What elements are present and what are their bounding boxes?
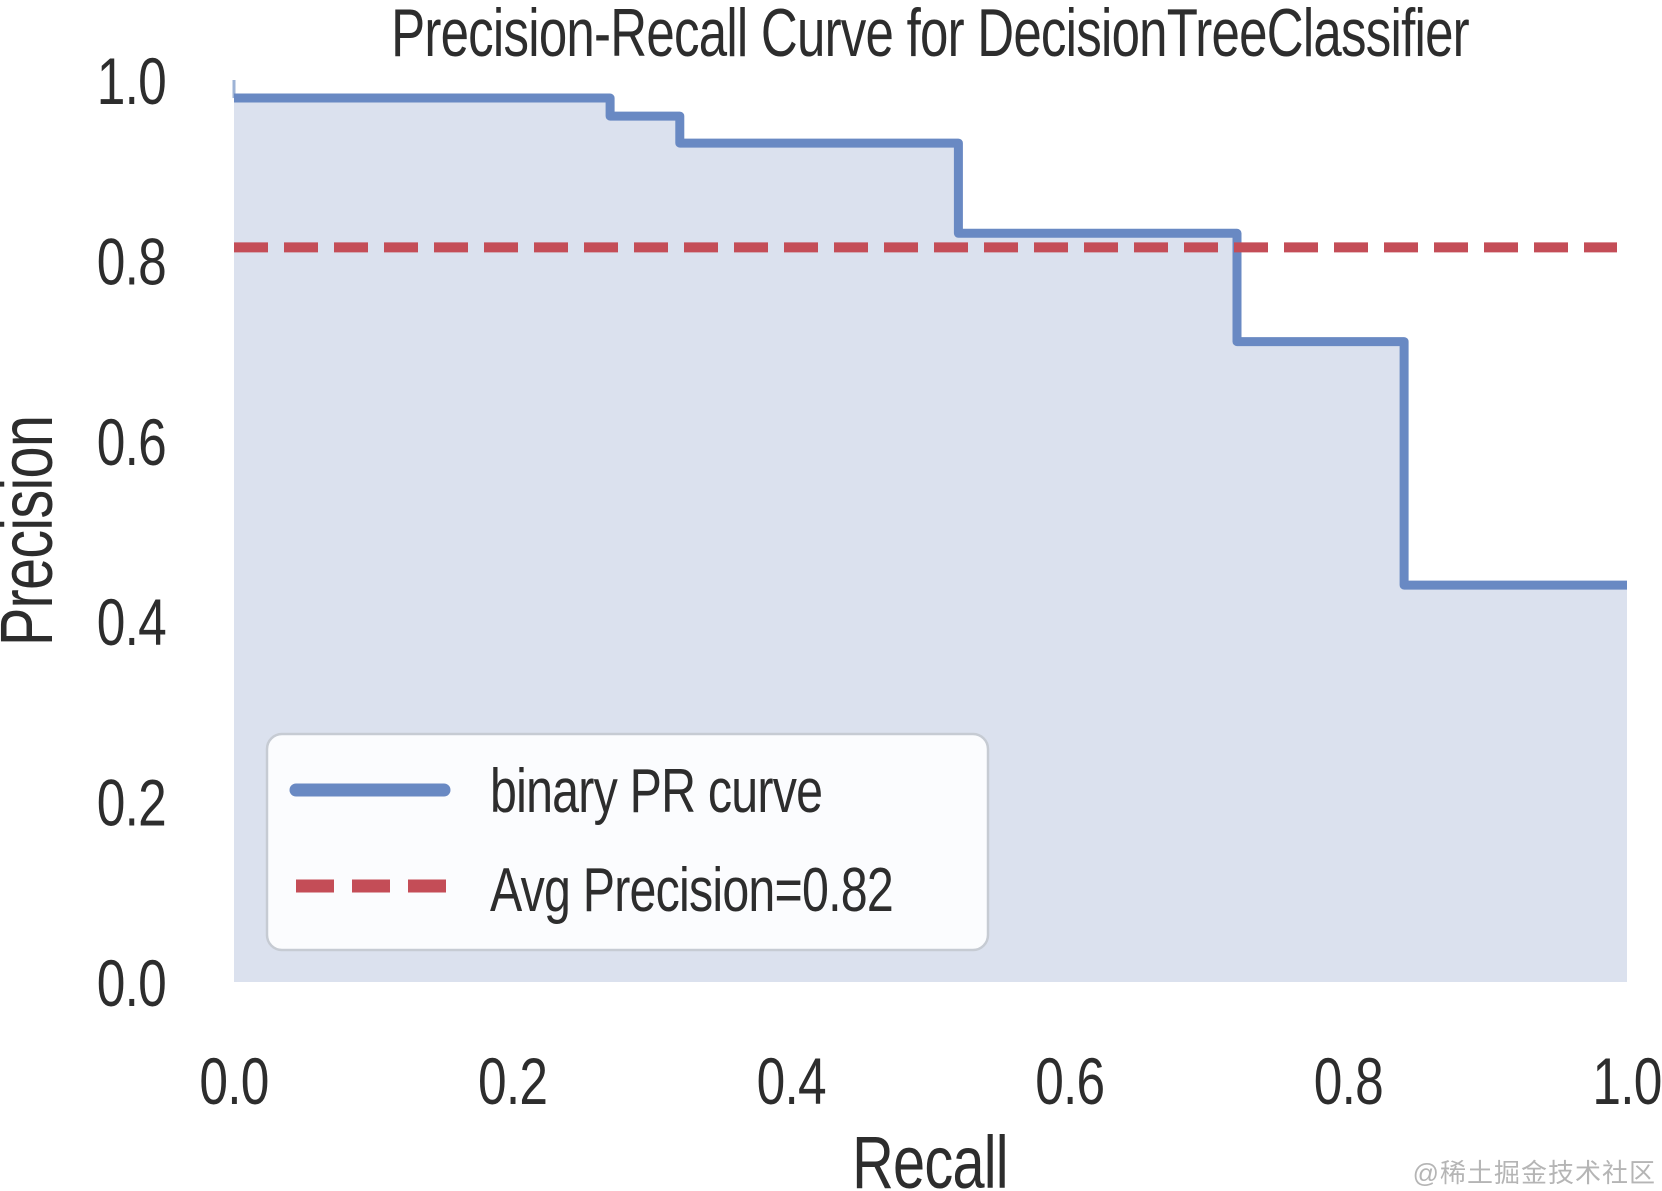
y-tick-label: 0.2 bbox=[97, 765, 166, 840]
x-tick-label: 0.8 bbox=[1314, 1044, 1383, 1119]
y-axis-label: Precision bbox=[0, 416, 69, 646]
x-tick-label: 0.6 bbox=[1035, 1044, 1104, 1119]
y-axis-ticks: 0.0 0.2 0.4 0.6 0.8 1.0 bbox=[97, 44, 167, 1021]
chart-title: Precision-Recall Curve for DecisionTreeC… bbox=[391, 0, 1470, 71]
legend: binary PR curve Avg Precision=0.82 bbox=[265, 732, 990, 952]
x-axis-label: Recall bbox=[852, 1122, 1008, 1191]
watermark: @稀土掘金技术社区 bbox=[1413, 1158, 1656, 1188]
x-axis-ticks: 0.0 0.2 0.4 0.6 0.8 1.0 bbox=[199, 1044, 1662, 1119]
x-tick-label: 0.0 bbox=[199, 1044, 268, 1119]
x-tick-label: 0.4 bbox=[757, 1044, 826, 1119]
legend-label-avg: Avg Precision=0.82 bbox=[490, 855, 893, 924]
y-tick-label: 1.0 bbox=[97, 44, 166, 119]
y-tick-label: 0.0 bbox=[97, 946, 166, 1021]
x-tick-label: 0.2 bbox=[478, 1044, 547, 1119]
pr-curve-line bbox=[234, 93, 1627, 590]
y-tick-label: 0.8 bbox=[97, 224, 166, 299]
y-tick-label: 0.4 bbox=[97, 585, 166, 660]
x-tick-label: 1.0 bbox=[1592, 1044, 1661, 1119]
legend-label-pr: binary PR curve bbox=[490, 756, 822, 825]
y-tick-label: 0.6 bbox=[97, 405, 166, 480]
